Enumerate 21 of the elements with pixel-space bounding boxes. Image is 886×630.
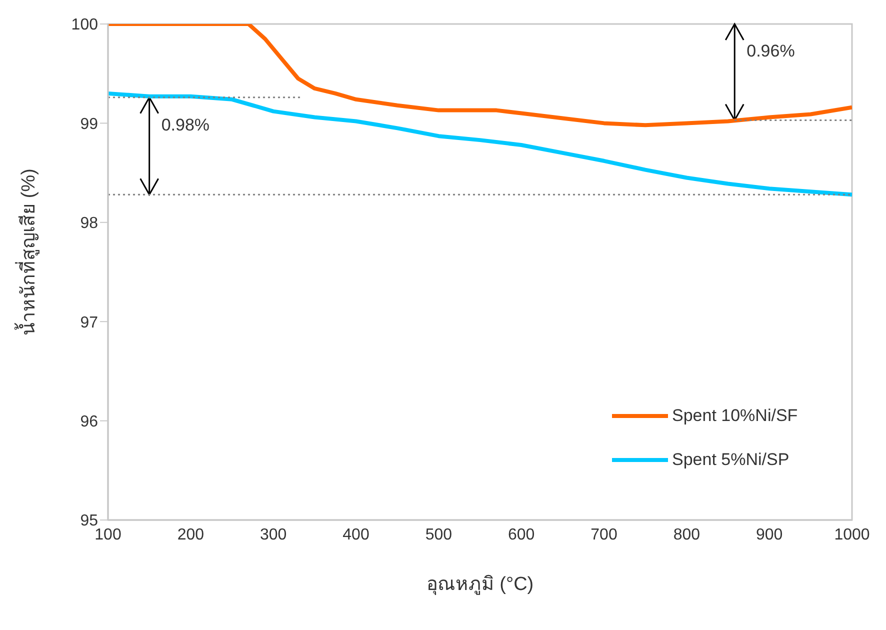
- x-tick-label: 1000: [834, 526, 870, 544]
- y-tick-label: 96: [80, 413, 98, 430]
- line-series: [108, 91, 852, 197]
- y-tick-label: 100: [71, 16, 98, 34]
- y-axis-title: น้ำหนักที่สูญเสีย (%): [14, 168, 40, 336]
- x-tick-label: 500: [425, 526, 452, 544]
- x-tick-label: 700: [590, 526, 618, 544]
- x-axis-title: อุณหภูมิ (°C): [426, 574, 534, 596]
- y-tick-label: 97: [80, 314, 98, 332]
- legend-label: Spent 5%Ni/SP: [672, 450, 790, 470]
- annotation: 0.98%: [161, 116, 210, 134]
- y-tick-label: 98: [80, 215, 98, 232]
- x-tick-label: 200: [177, 526, 204, 544]
- y-tick-label: 99: [80, 116, 98, 133]
- x-tick-label: 900: [756, 526, 783, 544]
- annotation: 0.96%: [746, 42, 795, 61]
- legend-label: Spent 10%Ni/SF: [672, 406, 798, 426]
- x-tick-label: 300: [260, 526, 287, 544]
- x-tick-label: 400: [342, 526, 370, 544]
- x-tick-label: 800: [673, 526, 700, 544]
- x-tick-label: 600: [508, 526, 535, 544]
